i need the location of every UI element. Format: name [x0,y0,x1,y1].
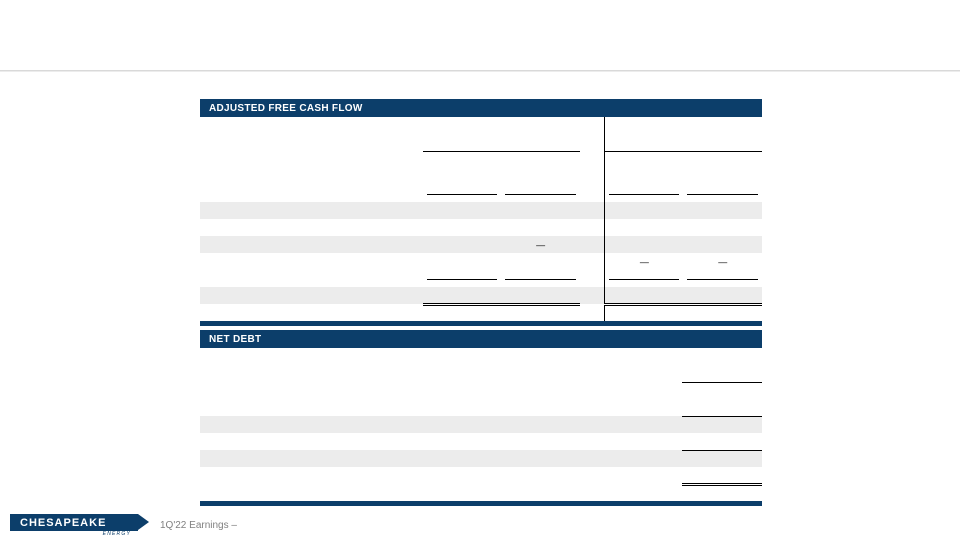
footer: CHESAPEAKE ENERGY 1Q'22 Earnings – [0,514,960,540]
cell-label [200,382,682,399]
cell-label [200,450,682,467]
cell-value [683,287,762,304]
table-row [200,219,762,236]
section-title: NET DEBT [209,334,261,345]
cell-value [682,467,762,484]
cell-value [682,416,762,433]
cell-label [200,433,682,450]
section-adjusted-fcf: ADJUSTED FREE CASH FLOW [200,99,762,326]
table-row [200,202,762,219]
cell-value [423,219,502,236]
table-row [200,416,762,433]
table-row [200,185,762,202]
cell-label [200,467,682,484]
logo-triangle-icon [138,514,149,530]
cell-value: — [501,236,580,253]
cell-value [683,219,762,236]
section-bottom-bar [200,321,762,326]
table-row [200,134,762,151]
cell-value [423,202,502,219]
table-row: — — [200,253,762,270]
cell-value [683,202,762,219]
table-row [200,484,762,501]
cell-value [605,287,684,304]
section-net-debt: NET DEBT [200,330,762,506]
cell-value [605,202,684,219]
table-row [200,151,762,168]
fcf-table: — — — [200,117,762,326]
section-bottom-bar [200,501,762,506]
cell-label [200,253,423,270]
cell-value [501,202,580,219]
logo-bar: CHESAPEAKE [10,514,138,531]
table-row [200,270,762,287]
logo-main-text: CHESAPEAKE [20,517,106,529]
table-row [200,168,762,185]
cell-label [200,219,423,236]
top-divider [0,70,960,72]
table-row [200,348,762,365]
cell-value: — [683,253,762,270]
cell-value [423,253,502,270]
section-title-bar: ADJUSTED FREE CASH FLOW [200,99,762,117]
cell-value [682,382,762,399]
cell-value [605,236,684,253]
table-row: — [200,236,762,253]
table-row [200,382,762,399]
cell-value [682,450,762,467]
table-row [200,433,762,450]
cell-value [501,253,580,270]
footer-text: 1Q'22 Earnings – [160,520,237,531]
table-row [200,365,762,382]
table-row [200,287,762,304]
table-row [200,467,762,484]
table-row [200,117,762,134]
cell-value: — [605,253,684,270]
table-row [200,399,762,416]
cell-value [501,219,580,236]
section-title: ADJUSTED FREE CASH FLOW [209,103,363,114]
cell-value [423,236,502,253]
cell-value [423,287,502,304]
table-row [200,450,762,467]
cell-value [682,433,762,450]
cell-label [200,416,682,433]
table-row [200,304,762,321]
cell-value [501,287,580,304]
cell-value [683,236,762,253]
company-logo: CHESAPEAKE ENERGY [10,508,138,534]
cell-label [200,287,423,304]
slide: ADJUSTED FREE CASH FLOW [0,0,960,540]
cell-label [200,236,423,253]
cell-value [682,399,762,416]
top-divider-line-2 [0,71,960,72]
logo-sub-text: ENERGY [103,531,131,537]
section-title-bar: NET DEBT [200,330,762,348]
cell-value [605,219,684,236]
cell-label [200,399,682,416]
net-debt-table [200,348,762,506]
cell-label [200,202,423,219]
